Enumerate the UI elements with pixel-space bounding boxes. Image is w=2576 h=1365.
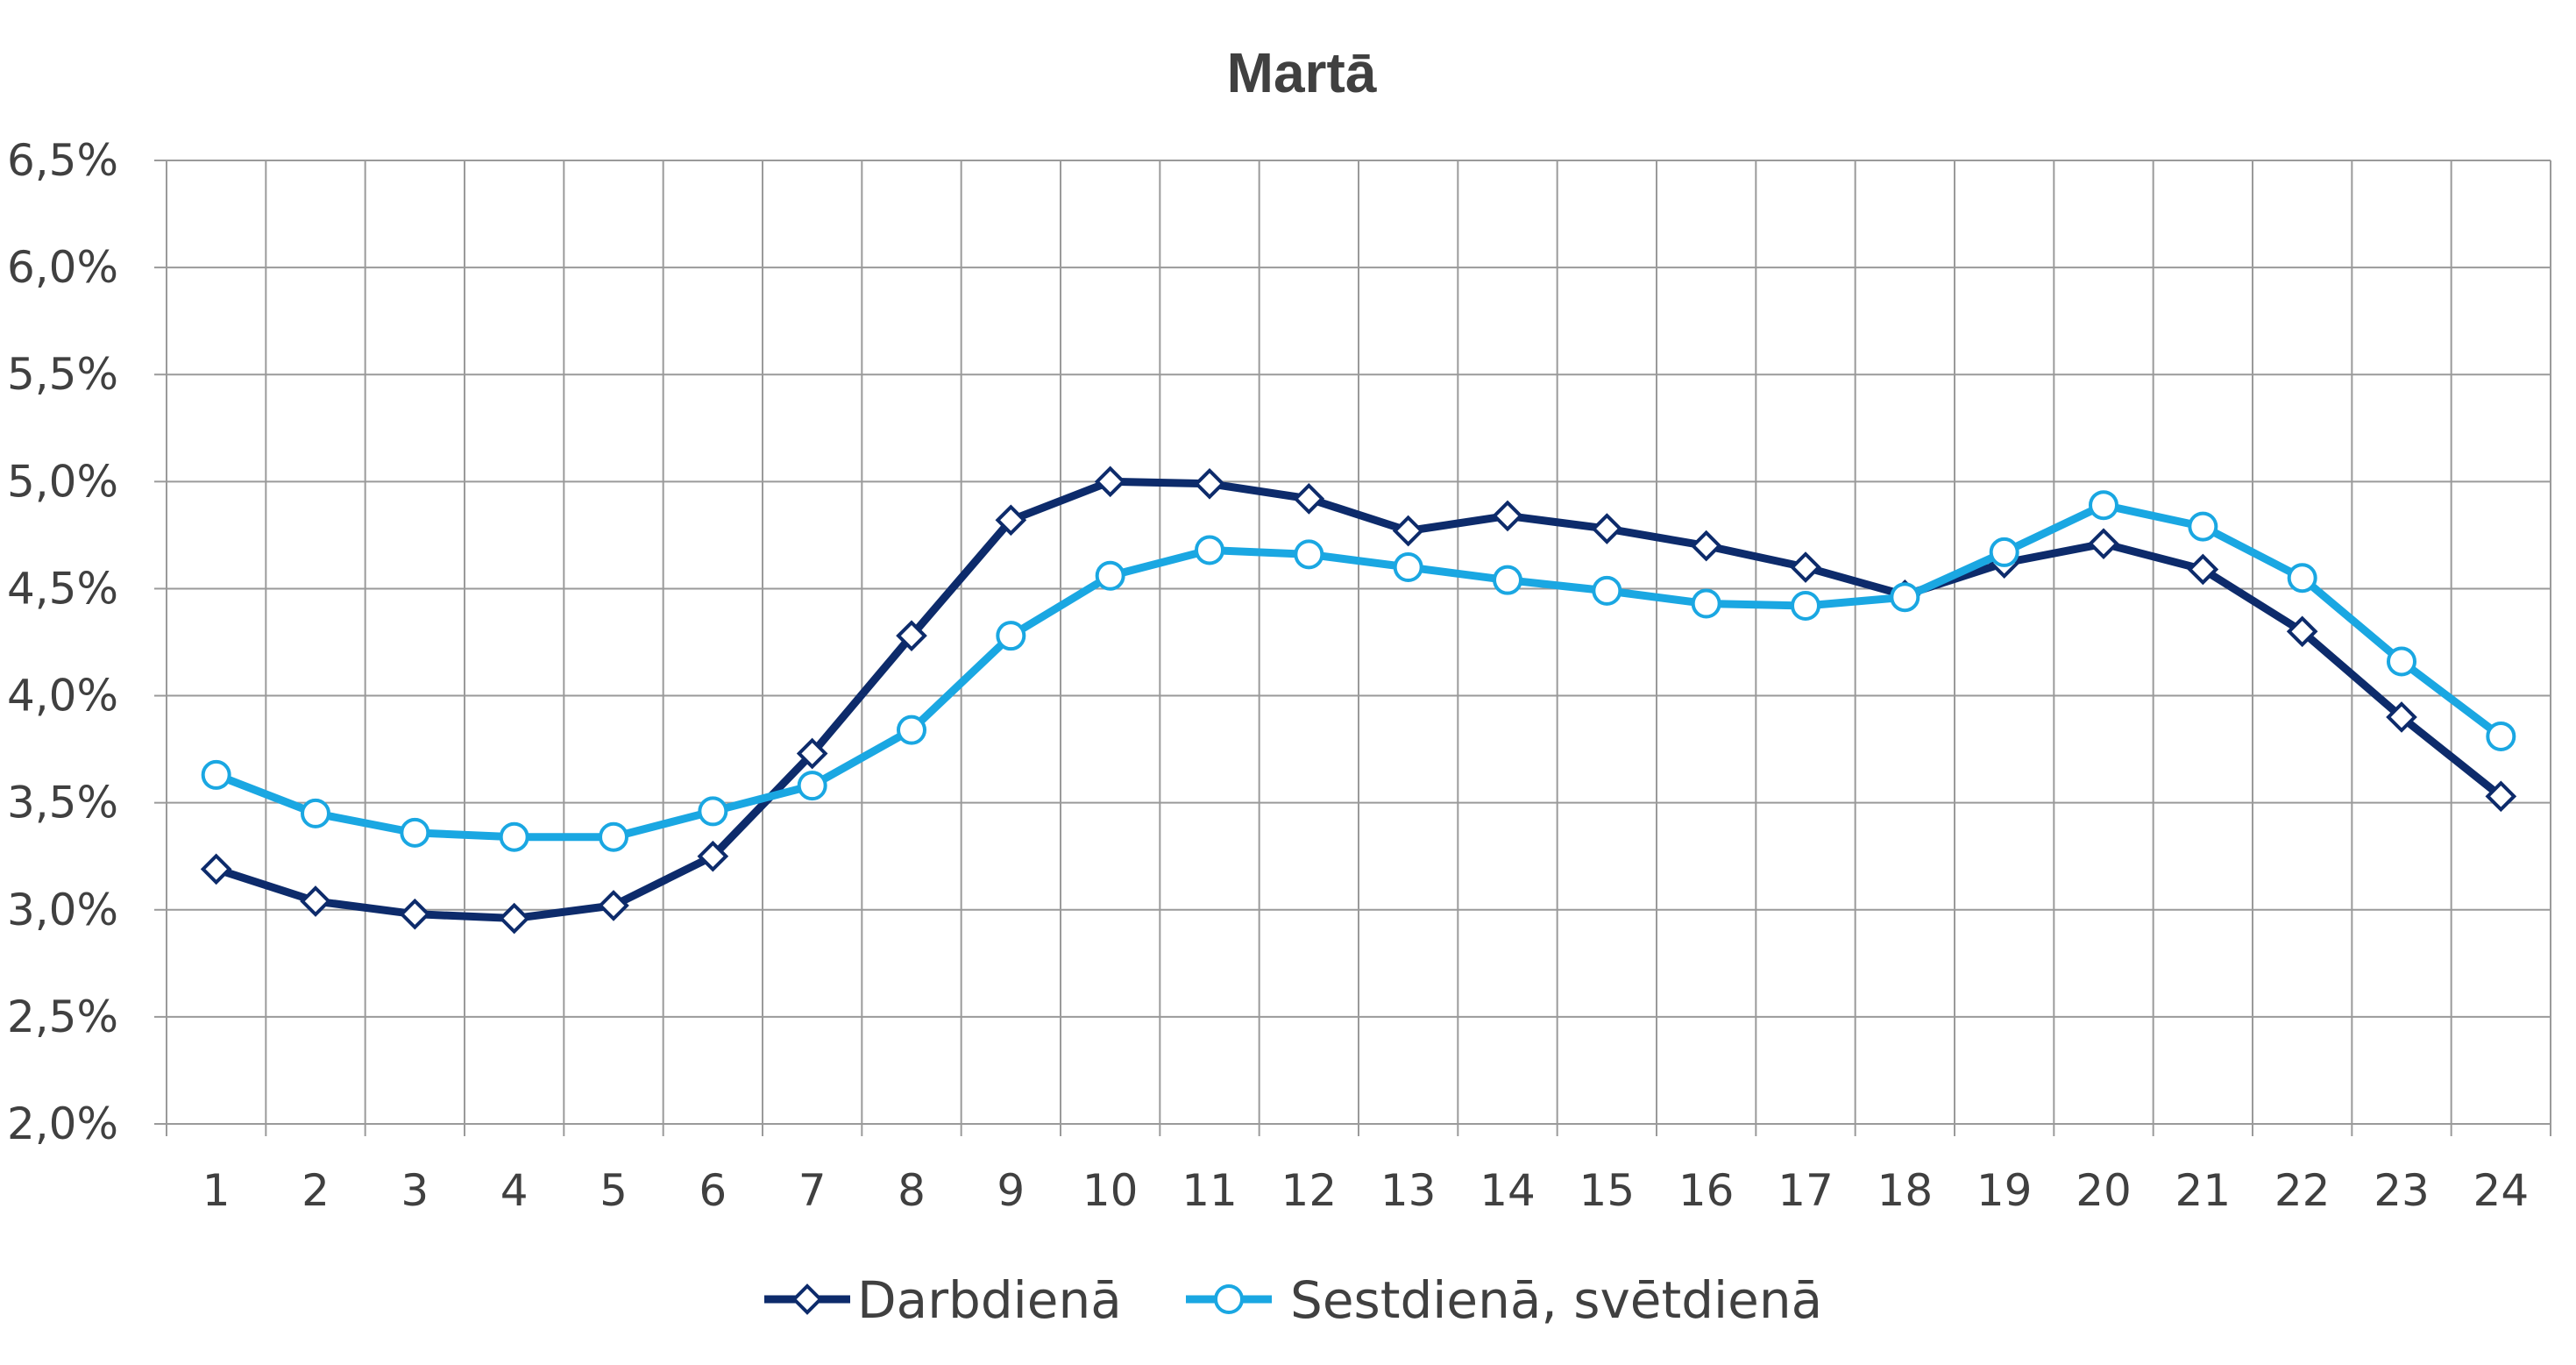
y-tick-label: 6,5% <box>7 135 118 186</box>
x-tick-label: 24 <box>2473 1165 2530 1216</box>
data-point <box>2485 780 2517 813</box>
series-2 <box>201 490 2516 852</box>
data-point <box>201 759 231 790</box>
data-point <box>1691 588 1721 619</box>
data-point <box>1989 537 2019 567</box>
data-point <box>200 853 232 885</box>
data-point <box>599 821 628 852</box>
data-point <box>1492 500 1523 532</box>
data-point <box>698 796 728 827</box>
data-point <box>896 620 927 652</box>
x-tick-label: 5 <box>600 1165 628 1216</box>
gridlines <box>154 160 2551 1136</box>
data-point <box>598 890 629 921</box>
x-tick-label: 1 <box>202 1165 231 1216</box>
data-point <box>1393 552 1423 583</box>
x-tick-label: 20 <box>2076 1165 2132 1216</box>
data-point <box>897 714 926 745</box>
x-tick-label: 12 <box>1281 1165 1338 1216</box>
legend-item-2: Sestdienā, svētdienā <box>1186 1270 1822 1330</box>
data-point <box>1790 551 1821 583</box>
data-point <box>2287 563 2317 594</box>
chart-title: Martā <box>1227 41 1377 104</box>
data-point <box>1194 467 1225 500</box>
series-line <box>215 501 2504 842</box>
y-tick-label: 3,5% <box>7 778 118 828</box>
x-tick-label: 10 <box>1082 1165 1139 1216</box>
data-point <box>796 737 828 770</box>
x-tick-label: 22 <box>2274 1165 2331 1216</box>
data-point <box>300 885 331 917</box>
x-tick-label: 4 <box>500 1165 529 1216</box>
data-point <box>1195 535 1224 565</box>
data-point <box>301 798 330 828</box>
x-tick-label: 14 <box>1480 1165 1536 1216</box>
data-point <box>2486 721 2516 751</box>
series-line <box>215 477 2504 923</box>
y-axis-ticks: 2,0% 2,5% 3,0% 3,5% 4,0% 4,5% 5,0% 5,5% 6,0% 6,5% <box>7 135 118 1149</box>
y-tick-label: 4,5% <box>7 563 118 614</box>
x-tick-label: 23 <box>2374 1165 2430 1216</box>
data-point <box>498 902 530 935</box>
x-tick-label: 9 <box>997 1165 1025 1216</box>
data-point <box>1690 530 1722 562</box>
data-point <box>1392 515 1424 547</box>
legend-label: Sestdienā, svētdienā <box>1290 1270 1822 1330</box>
x-tick-label: 16 <box>1678 1165 1735 1216</box>
data-point <box>1493 565 1522 595</box>
legend-label: Darbdienā <box>857 1270 1122 1330</box>
y-tick-label: 5,0% <box>7 456 118 507</box>
x-tick-label: 7 <box>798 1165 827 1216</box>
x-tick-label: 8 <box>898 1165 926 1216</box>
data-point <box>2387 646 2416 677</box>
data-point <box>2286 615 2318 648</box>
data-point <box>2088 528 2119 559</box>
x-tick-label: 11 <box>1182 1165 1238 1216</box>
x-axis-ticks: 1 2 3 4 5 6 7 8 9 10 11 12 13 14 15 16 17 18 19 20 21 22 23 24 <box>202 1165 2529 1216</box>
data-point <box>697 840 729 872</box>
y-tick-label: 2,0% <box>7 1098 118 1149</box>
data-point <box>1293 483 1325 515</box>
data-point <box>996 621 1026 651</box>
data-point <box>1591 513 1623 544</box>
legend: Darbdienā Sestdienā, svētdienā <box>764 1270 1822 1330</box>
data-point <box>399 898 431 930</box>
data-point <box>1592 575 1622 606</box>
x-tick-label: 3 <box>401 1165 429 1216</box>
x-tick-label: 2 <box>302 1165 330 1216</box>
x-tick-label: 19 <box>1976 1165 2033 1216</box>
legend-item-1: Darbdienā <box>764 1270 1122 1330</box>
data-point <box>2187 553 2219 586</box>
y-tick-label: 6,0% <box>7 242 118 293</box>
x-tick-label: 17 <box>1778 1165 1834 1216</box>
data-point <box>1791 590 1820 621</box>
y-tick-label: 5,5% <box>7 349 118 400</box>
series-group <box>200 466 2517 935</box>
x-tick-label: 15 <box>1579 1165 1636 1216</box>
data-point <box>995 504 1027 537</box>
x-tick-label: 13 <box>1380 1165 1437 1216</box>
y-tick-label: 2,5% <box>7 992 118 1042</box>
data-point <box>1095 560 1125 591</box>
data-point <box>797 771 827 801</box>
y-tick-label: 4,0% <box>7 671 118 722</box>
data-point <box>1890 582 1920 613</box>
x-tick-label: 18 <box>1877 1165 1934 1216</box>
data-point <box>1094 466 1126 498</box>
data-point <box>2188 511 2218 542</box>
x-tick-label: 21 <box>2175 1165 2232 1216</box>
data-point <box>400 817 430 848</box>
data-point <box>2386 701 2417 733</box>
legend-marker <box>1214 1284 1244 1314</box>
data-point <box>2089 490 2118 521</box>
y-tick-label: 3,0% <box>7 885 118 935</box>
data-point <box>499 821 529 852</box>
x-tick-label: 6 <box>699 1165 727 1216</box>
legend-marker <box>791 1283 823 1315</box>
data-point <box>1294 539 1324 570</box>
